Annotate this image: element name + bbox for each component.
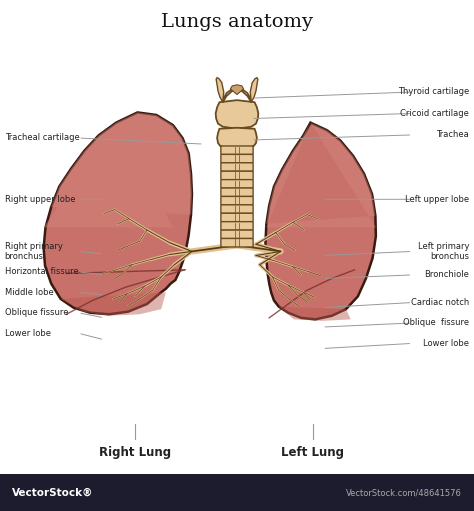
Text: Left primary
bronchus: Left primary bronchus <box>418 242 469 261</box>
FancyBboxPatch shape <box>221 239 253 247</box>
Text: VectorStock®: VectorStock® <box>12 487 93 498</box>
Polygon shape <box>266 123 376 227</box>
Text: Bronchiole: Bronchiole <box>424 270 469 280</box>
Text: Cardiac notch: Cardiac notch <box>411 298 469 307</box>
Text: Horizontal fissure: Horizontal fissure <box>5 267 79 276</box>
Text: Lower lobe: Lower lobe <box>5 329 51 338</box>
Polygon shape <box>265 123 376 319</box>
Text: Oblique fissure: Oblique fissure <box>5 308 68 317</box>
Polygon shape <box>216 100 258 129</box>
Text: Left upper lobe: Left upper lobe <box>405 195 469 204</box>
Polygon shape <box>61 292 166 316</box>
Text: Oblique  fissure: Oblique fissure <box>403 318 469 328</box>
Text: Right Lung: Right Lung <box>99 446 171 459</box>
FancyBboxPatch shape <box>221 230 253 239</box>
FancyBboxPatch shape <box>221 222 253 230</box>
FancyBboxPatch shape <box>221 196 253 205</box>
Text: Thyroid cartilage: Thyroid cartilage <box>398 87 469 97</box>
Text: Cricoid cartilage: Cricoid cartilage <box>401 109 469 118</box>
Polygon shape <box>250 78 258 102</box>
Polygon shape <box>44 112 192 314</box>
FancyBboxPatch shape <box>221 154 253 163</box>
Text: Lower lobe: Lower lobe <box>423 339 469 348</box>
FancyBboxPatch shape <box>221 205 253 214</box>
Text: VectorStock.com/48641576: VectorStock.com/48641576 <box>346 488 462 497</box>
Text: Middle lobe: Middle lobe <box>5 288 54 297</box>
FancyBboxPatch shape <box>221 146 253 154</box>
FancyBboxPatch shape <box>221 179 253 188</box>
FancyBboxPatch shape <box>221 188 253 197</box>
Polygon shape <box>216 78 224 102</box>
Text: Trachea: Trachea <box>437 130 469 140</box>
Polygon shape <box>44 112 192 227</box>
Text: Tracheal cartilage: Tracheal cartilage <box>5 133 80 143</box>
Text: Right upper lobe: Right upper lobe <box>5 195 75 204</box>
FancyBboxPatch shape <box>221 163 253 171</box>
Polygon shape <box>279 307 351 321</box>
FancyBboxPatch shape <box>221 213 253 222</box>
Polygon shape <box>217 128 257 149</box>
Text: Lungs anatomy: Lungs anatomy <box>161 13 313 31</box>
Text: Right primary
bronchus: Right primary bronchus <box>5 242 63 261</box>
Polygon shape <box>223 87 251 102</box>
Text: Left Lung: Left Lung <box>282 446 344 459</box>
FancyBboxPatch shape <box>0 474 474 511</box>
Polygon shape <box>230 85 244 95</box>
FancyBboxPatch shape <box>221 171 253 180</box>
